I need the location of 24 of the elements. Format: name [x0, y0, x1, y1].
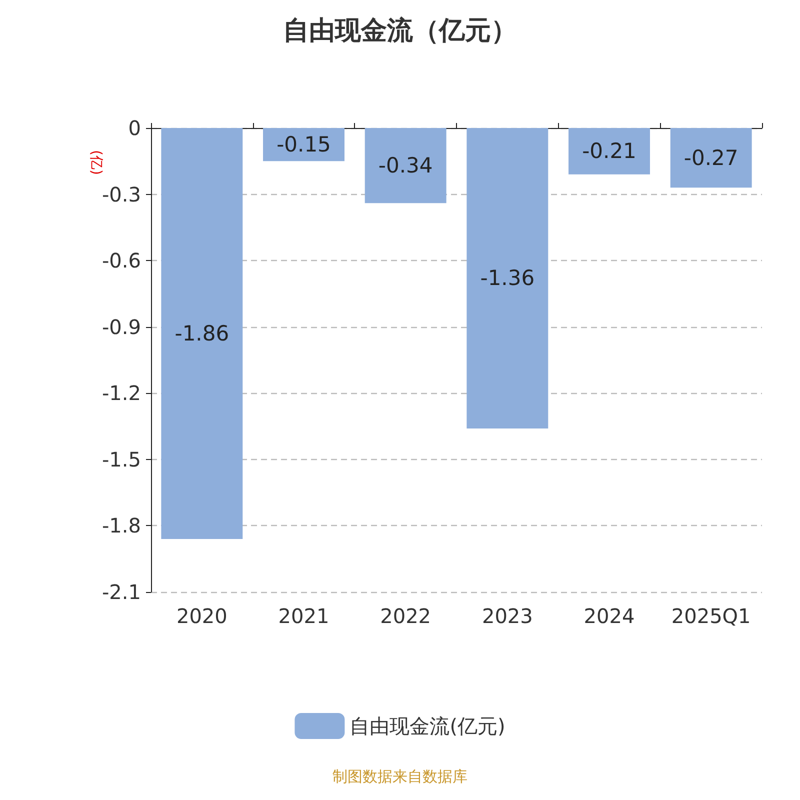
x-tick-label: 2021	[278, 604, 330, 628]
y-tick-label: -1.2	[102, 381, 141, 406]
x-tick-label: 2025Q1	[671, 604, 751, 628]
data-label: -0.27	[684, 146, 738, 170]
data-label: -0.15	[276, 132, 331, 157]
data-label: -0.21	[582, 139, 636, 164]
x-tick-label: 2022	[380, 604, 432, 628]
y-tick-label: -1.5	[102, 447, 141, 472]
y-tick-label: -0.9	[102, 314, 141, 339]
x-tick-label: 2023	[482, 604, 533, 628]
y-axis-title: (亿)	[88, 150, 104, 175]
y-tick-label: -0.3	[102, 182, 141, 206]
x-tick-label: 2024	[584, 604, 635, 628]
text: 制图数据来自数据库	[332, 768, 468, 786]
x-tick-label: 2020	[176, 604, 228, 628]
y-tick-label: -1.8	[102, 514, 141, 538]
y-tick-label: -0.6	[102, 248, 141, 273]
data-label: -0.34	[378, 154, 433, 178]
y-tick-label: -2.1	[102, 580, 141, 604]
legend-label: 自由现金流(亿元)	[350, 714, 506, 738]
data-label: -1.86	[174, 321, 230, 346]
y-tick-label: 0	[128, 116, 141, 140]
chart-title: 自由现金流（亿元）	[283, 16, 517, 46]
data-label: -1.36	[480, 266, 535, 290]
